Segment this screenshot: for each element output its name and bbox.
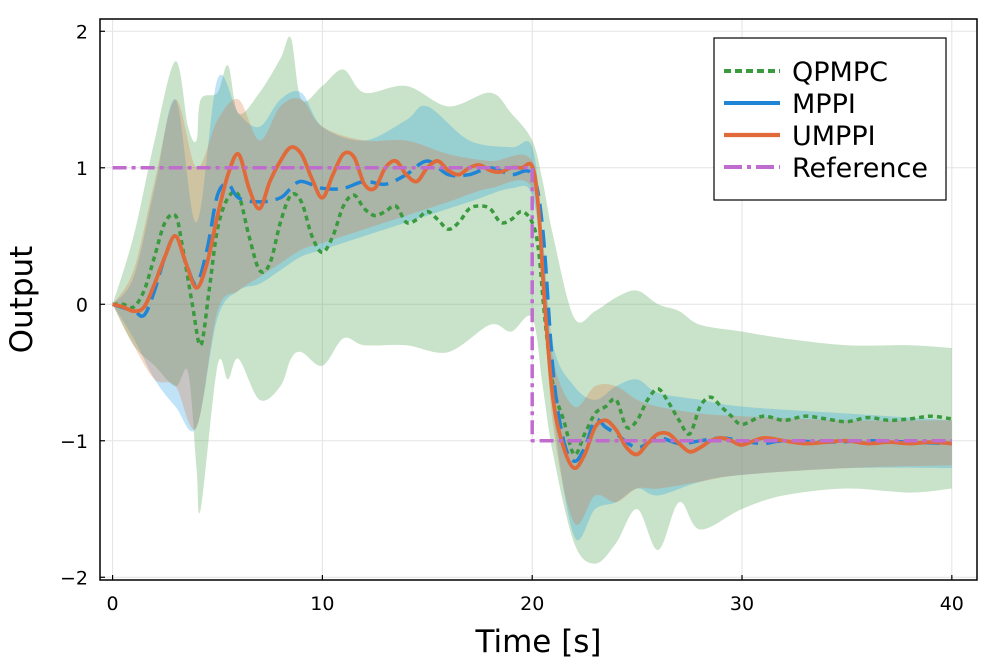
y-tick-label: 1 <box>76 158 88 180</box>
legend-label: MPPI <box>792 89 856 120</box>
mppi-band <box>112 74 952 541</box>
legend-label: QPMPC <box>792 57 888 88</box>
legend-box <box>713 37 947 201</box>
legend-label: UMPPI <box>792 121 876 152</box>
y-tick-label: −1 <box>60 431 88 453</box>
axis-ticks: 0 10 20 30 40 −2 −1 0 1 2 <box>60 21 964 615</box>
series-lines <box>112 145 953 471</box>
umppi-band <box>112 98 952 525</box>
x-tick-label: 40 <box>940 593 964 615</box>
x-axis-label: Time [s] <box>474 624 601 660</box>
x-tick-label: 20 <box>520 593 544 615</box>
y-tick-label: 0 <box>76 294 88 316</box>
x-tick-label: 0 <box>107 593 119 615</box>
y-tick-label: −2 <box>60 567 88 589</box>
x-tick-label: 10 <box>310 593 334 615</box>
legend-label: Reference <box>792 153 928 184</box>
x-tick-label: 30 <box>730 593 754 615</box>
y-axis-label: Output <box>4 246 40 354</box>
mppi-line <box>112 159 952 463</box>
reference-line <box>112 166 952 443</box>
plot-frame <box>99 18 978 581</box>
y-tick-label: 2 <box>76 21 88 43</box>
